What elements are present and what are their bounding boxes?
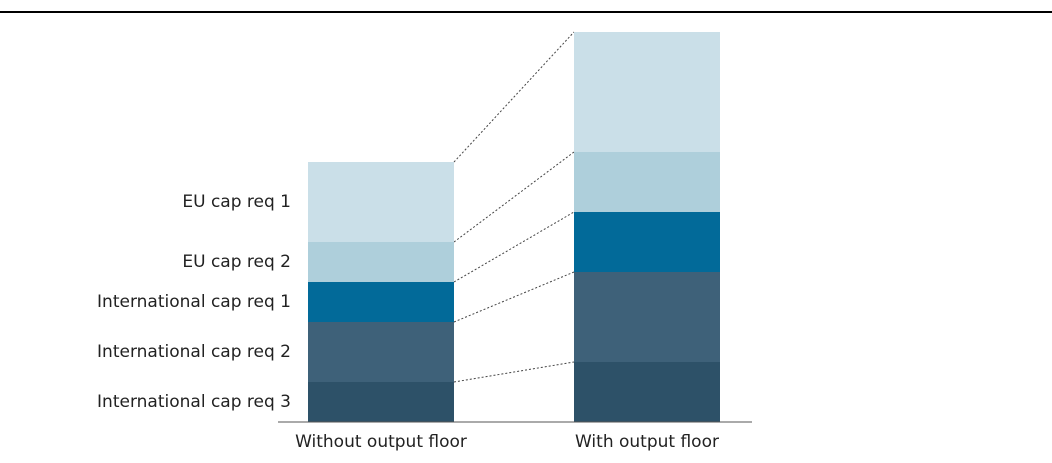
bar-segment-with-output-floor-international-cap-req-2 [574,272,720,362]
bar-segment-with-output-floor-international-cap-req-3 [574,362,720,422]
series-label-international-cap-req-3: International cap req 3 [97,392,291,412]
category-label-without-output-floor: Without output floor [295,432,467,452]
connector-international-cap-req-2 [453,271,575,323]
bar-segment-without-output-floor-international-cap-req-1 [308,282,454,322]
connector-international-cap-req-3 [453,361,575,383]
category-label-with-output-floor: With output floor [575,432,719,452]
series-labels: International cap req 3 International cap… [97,192,291,412]
bar-segment-with-output-floor-eu-cap-req-2 [574,152,720,212]
bar-segment-with-output-floor-international-cap-req-1 [574,212,720,272]
series-label-international-cap-req-1: International cap req 1 [97,292,291,312]
connector-international-cap-req-1 [453,211,575,283]
bar-segment-without-output-floor-international-cap-req-2 [308,322,454,382]
series-label-international-cap-req-2: International cap req 2 [97,342,291,362]
connector-eu-cap-req-2 [453,151,575,243]
series-label-eu-cap-req-2: EU cap req 2 [182,252,291,272]
bar-segment-with-output-floor-eu-cap-req-1 [574,32,720,152]
category-labels: Without output floor With output floor [295,432,719,452]
connector-lines [453,31,575,383]
series-label-eu-cap-req-1: EU cap req 1 [182,192,291,212]
bars [308,32,720,422]
connector-eu-cap-req-1 [453,31,575,163]
bar-segment-without-output-floor-international-cap-req-3 [308,382,454,422]
bar-segment-without-output-floor-eu-cap-req-1 [308,162,454,242]
bar-segment-without-output-floor-eu-cap-req-2 [308,242,454,282]
